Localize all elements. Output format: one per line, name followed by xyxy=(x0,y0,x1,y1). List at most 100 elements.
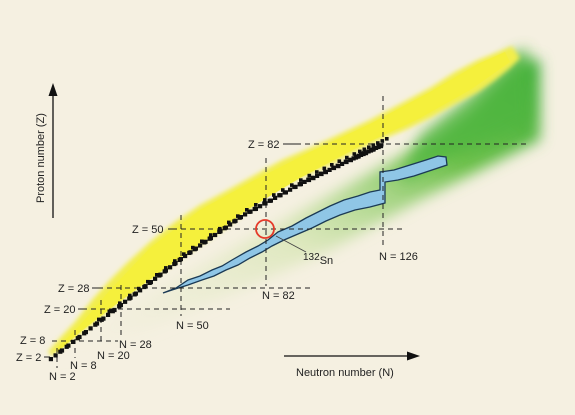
stable-nucleus xyxy=(368,148,374,153)
neutron-axis-arrow xyxy=(284,351,420,361)
stable-nucleus xyxy=(315,170,319,174)
stable-nucleus xyxy=(263,198,267,202)
stable-nucleus xyxy=(106,312,111,317)
stable-nucleus xyxy=(173,259,177,263)
y-axis-title: Proton number (Z) xyxy=(35,113,47,203)
stable-nucleus xyxy=(83,330,88,335)
stable-nucleus xyxy=(371,143,376,147)
stable-nucleus xyxy=(94,321,100,326)
stable-nucleus xyxy=(228,222,233,227)
sn132-highlight-circle xyxy=(255,219,275,239)
label-n2: N = 2 xyxy=(49,371,76,383)
stable-nucleus xyxy=(363,151,368,156)
stable-nucleus xyxy=(359,152,364,157)
label-z8: Z = 8 xyxy=(20,335,45,347)
stable-nucleus xyxy=(348,158,353,163)
known-nuclei-edge xyxy=(55,52,510,352)
stable-nucleus xyxy=(306,177,312,183)
stable-nucleus xyxy=(155,273,159,277)
stable-nucleus xyxy=(209,233,213,237)
stable-nucleus xyxy=(183,253,188,259)
stable-nucleus xyxy=(178,257,183,262)
label-n82: N = 82 xyxy=(262,290,295,302)
stable-nucleus xyxy=(203,239,208,244)
stable-nucleus xyxy=(272,193,276,197)
stable-nucleus xyxy=(322,166,327,171)
label-n50: N = 50 xyxy=(176,320,209,332)
stable-nucleus xyxy=(344,159,349,165)
stable-nucleus xyxy=(148,280,153,285)
stable-nucleus xyxy=(118,303,123,308)
stable-nucleus xyxy=(353,155,359,160)
stable-nucleus xyxy=(213,232,218,238)
stable-nucleus xyxy=(340,161,345,166)
predicted-nuclei-core xyxy=(400,48,530,185)
stable-nucleus xyxy=(164,266,168,270)
stable-nucleus xyxy=(356,154,361,159)
label-z20: Z = 20 xyxy=(44,304,76,316)
stable-nucleus xyxy=(97,317,101,322)
stable-nucleus xyxy=(243,212,248,217)
stable-nucleus xyxy=(153,276,158,281)
stable-nucleus xyxy=(245,208,249,212)
stable-nucleus xyxy=(101,316,106,321)
label-z50: Z = 50 xyxy=(132,224,164,236)
stable-nucleus xyxy=(331,165,337,171)
stable-nucleus xyxy=(77,334,82,340)
stable-nucleus xyxy=(263,201,268,206)
sn132-symbol: Sn xyxy=(320,255,333,267)
stable-nucleus xyxy=(376,141,380,145)
stable-nucleus xyxy=(362,147,367,152)
stable-nucleus xyxy=(53,353,58,358)
stable-nucleus xyxy=(385,137,389,141)
stable-nucleus xyxy=(367,145,371,149)
stable-nucleus xyxy=(218,229,223,234)
stable-nucleus xyxy=(128,295,133,300)
stable-nucleus xyxy=(311,176,316,181)
stable-nucleus xyxy=(299,178,303,182)
stable-nucleus xyxy=(302,179,307,184)
stable-nucleus xyxy=(268,198,273,203)
stable-nucleus xyxy=(323,170,328,175)
stable-nucleus xyxy=(281,188,285,192)
stable-nucleus xyxy=(71,339,76,344)
stable-nucleus xyxy=(188,250,193,255)
stable-nucleus xyxy=(352,152,357,156)
x-axis-title: Neutron number (N) xyxy=(296,367,394,379)
stable-nucleus xyxy=(128,293,132,298)
stable-nucleus xyxy=(223,225,228,230)
r-process-path xyxy=(162,155,448,294)
sn132-pointer xyxy=(275,235,307,253)
stable-nucleus xyxy=(88,326,93,331)
label-n126: N = 126 xyxy=(379,251,418,263)
stable-nucleus xyxy=(298,182,303,187)
label-n8: N = 8 xyxy=(70,360,97,372)
label-z28: Z = 28 xyxy=(58,283,90,295)
stable-nucleus xyxy=(66,343,71,348)
stable-nucleus xyxy=(208,236,213,241)
stable-nucleus xyxy=(278,193,283,198)
stable-nucleus xyxy=(378,144,383,149)
stable-nucleus xyxy=(133,291,138,296)
stable-nucleus xyxy=(376,144,381,150)
stable-nucleus xyxy=(123,299,128,304)
stable-nucleus xyxy=(193,246,198,251)
stable-nucleus xyxy=(233,218,238,223)
stable-nucleus xyxy=(198,243,203,248)
stable-nucleus xyxy=(200,239,204,244)
stable-nucleus xyxy=(163,268,168,273)
stable-nucleus xyxy=(283,190,288,195)
stable-nucleus xyxy=(380,139,385,143)
proton-axis-arrow xyxy=(48,83,58,218)
stable-nucleus xyxy=(358,149,362,154)
stable-nucleus xyxy=(248,209,253,214)
sn132-mass-number: 132 xyxy=(303,252,320,263)
stable-nucleus xyxy=(173,261,178,266)
stable-nucleus xyxy=(112,307,117,313)
stable-nucleus xyxy=(337,159,342,163)
stable-nucleus xyxy=(327,167,332,172)
stable-nucleus xyxy=(254,203,258,207)
stable-nucleus xyxy=(319,171,324,177)
sn132-label: 132Sn xyxy=(303,252,333,267)
